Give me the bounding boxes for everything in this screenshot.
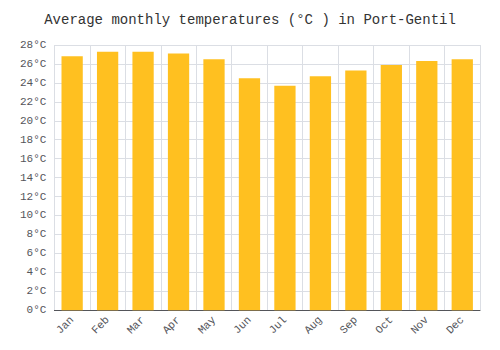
svg-text:0°C: 0°C bbox=[27, 304, 47, 316]
svg-text:6°C: 6°C bbox=[27, 247, 47, 259]
svg-text:Nov: Nov bbox=[409, 314, 432, 337]
svg-text:14°C: 14°C bbox=[20, 172, 47, 184]
svg-text:May: May bbox=[196, 314, 219, 337]
svg-text:26°C: 26°C bbox=[20, 58, 47, 70]
svg-text:Oct: Oct bbox=[373, 314, 395, 336]
svg-text:28°C: 28°C bbox=[20, 39, 47, 51]
svg-text:12°C: 12°C bbox=[20, 191, 47, 203]
svg-text:24°C: 24°C bbox=[20, 77, 47, 89]
svg-text:16°C: 16°C bbox=[20, 153, 47, 165]
svg-text:Sep: Sep bbox=[338, 314, 360, 336]
svg-text:20°C: 20°C bbox=[20, 115, 47, 127]
svg-text:10°C: 10°C bbox=[20, 209, 47, 221]
svg-text:2°C: 2°C bbox=[27, 285, 47, 297]
svg-text:Jul: Jul bbox=[267, 314, 289, 336]
svg-text:18°C: 18°C bbox=[20, 134, 47, 146]
svg-text:Dec: Dec bbox=[444, 314, 466, 336]
svg-text:22°C: 22°C bbox=[20, 96, 47, 108]
svg-text:Jan: Jan bbox=[54, 314, 76, 336]
svg-text:Aug: Aug bbox=[302, 314, 324, 336]
svg-text:Jun: Jun bbox=[231, 314, 253, 336]
svg-text:Apr: Apr bbox=[160, 314, 182, 336]
svg-text:4°C: 4°C bbox=[27, 266, 47, 278]
svg-text:Mar: Mar bbox=[125, 314, 147, 336]
svg-text:8°C: 8°C bbox=[27, 228, 47, 240]
svg-text:Feb: Feb bbox=[89, 314, 111, 336]
svg-text:Average monthly temperatures (: Average monthly temperatures (°C ) in Po… bbox=[44, 12, 456, 28]
